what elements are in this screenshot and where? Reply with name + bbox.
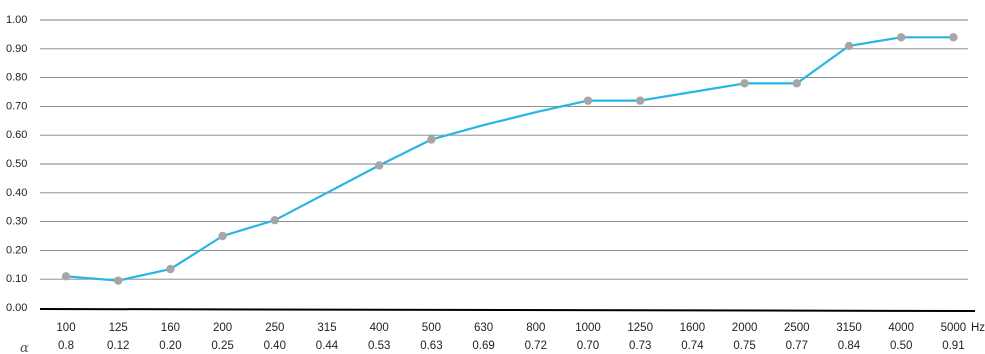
absorption-value: 0.72 (525, 340, 547, 352)
x-tick-label: 400 (370, 322, 389, 334)
absorption-value: 0.84 (838, 340, 861, 352)
absorption-value: 0.77 (786, 340, 808, 352)
data-point (114, 276, 123, 285)
data-point (375, 161, 384, 170)
data-point (740, 79, 749, 88)
data-point (61, 272, 71, 281)
x-tick-label: 200 (213, 322, 232, 334)
series-line (65, 36, 954, 282)
absorption-value: 0.25 (211, 340, 233, 352)
absorption-symbol: α (20, 341, 29, 354)
x-tick-label: 500 (422, 322, 441, 334)
y-axis-ticks: 0.00 0.10 0.20 0.30 0.40 0.50 0.60 0.70 0.80 0.90… (6, 14, 27, 314)
absorption-value: 0.12 (107, 340, 129, 352)
x-tick-label: 2500 (784, 322, 810, 334)
x-tick-label: 125 (109, 322, 128, 334)
x-tick-label: 800 (526, 322, 545, 334)
x-axis-unit: Hz (971, 322, 985, 334)
absorption-value: 0.74 (681, 340, 704, 352)
absorption-value: 0.40 (264, 340, 286, 352)
y-tick-label: 0.20 (6, 244, 27, 256)
absorption-value: 0.70 (577, 340, 599, 352)
absorption-value: 0.75 (733, 340, 755, 352)
y-tick-label: 0.00 (6, 302, 27, 314)
absorption-value: 0.73 (629, 340, 651, 352)
data-point (897, 33, 906, 42)
data-point (218, 231, 227, 241)
x-tick-label: 100 (56, 322, 75, 334)
x-axis-baseline (39, 308, 976, 312)
x-tick-label: 250 (265, 322, 284, 334)
x-axis-ticks: 100 125 160 200 250 315 400 500 630 800 1000 1250 16… (56, 322, 966, 334)
data-point (792, 79, 801, 88)
y-tick-label: 0.80 (6, 72, 27, 84)
data-point (270, 215, 279, 225)
data-point (427, 135, 436, 144)
x-tick-label: 4000 (888, 322, 914, 334)
y-tick-label: 0.40 (6, 187, 27, 199)
y-tick-label: 0.30 (6, 216, 27, 228)
x-tick-label: 160 (161, 322, 180, 334)
x-tick-label: 3150 (836, 322, 862, 334)
data-point (636, 96, 645, 105)
x-tick-label: 315 (317, 322, 336, 334)
y-tick-label: 0.70 (6, 100, 27, 112)
data-point (583, 96, 593, 105)
y-tick-label: 0.50 (6, 158, 27, 170)
absorption-value: 0.50 (890, 340, 912, 352)
absorption-value: 0.44 (316, 340, 339, 352)
x-tick-label: 2000 (732, 322, 758, 334)
x-tick-label: 1250 (627, 322, 653, 334)
x-tick-label: 1600 (680, 322, 706, 334)
x-tick-label: 1000 (575, 322, 601, 334)
absorption-value: 0.91 (942, 340, 964, 352)
data-markers (61, 33, 958, 285)
x-tick-label: 5000 (941, 322, 967, 334)
gridlines (40, 19, 968, 280)
absorption-value: 0.8 (58, 340, 74, 352)
data-point (949, 33, 958, 42)
y-tick-label: 0.90 (6, 43, 27, 55)
y-tick-label: 0.10 (6, 273, 27, 285)
data-point (844, 41, 854, 51)
y-tick-label: 0.60 (6, 129, 27, 141)
absorption-values-row: 0.8 0.12 0.20 0.25 0.40 0.44 0.53 0.63 0.69 0.72 0… (58, 340, 965, 352)
absorption-value: 0.69 (472, 340, 494, 352)
absorption-value: 0.53 (368, 340, 390, 352)
absorption-value: 0.20 (159, 340, 181, 352)
x-tick-label: 630 (474, 322, 493, 334)
y-tick-label: 1.00 (6, 14, 27, 26)
data-point (166, 264, 175, 274)
absorption-value: 0.63 (420, 340, 442, 352)
